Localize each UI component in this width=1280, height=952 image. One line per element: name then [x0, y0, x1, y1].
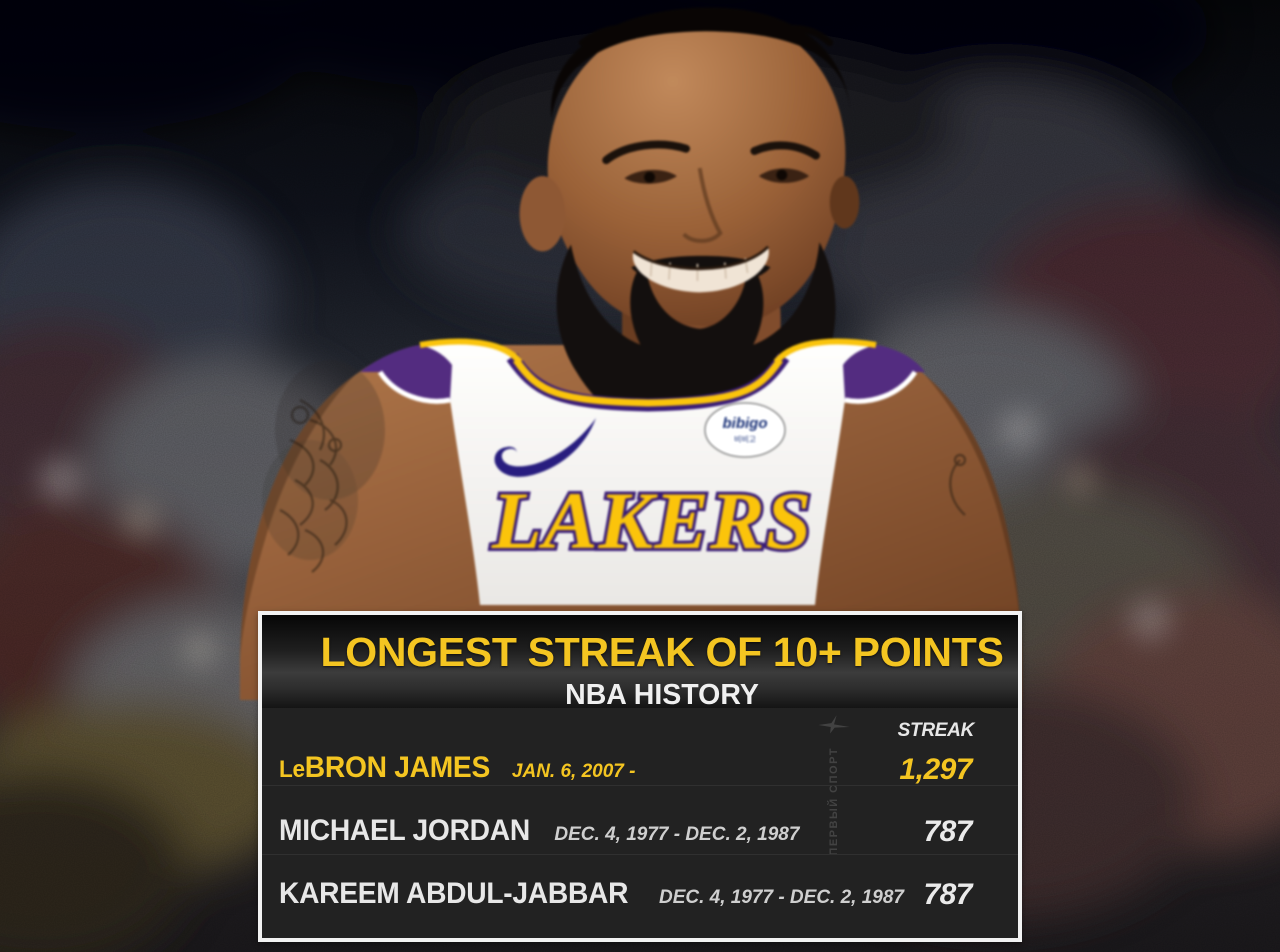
svg-text:bibigo: bibigo: [723, 415, 768, 432]
svg-text:LAKERS: LAKERS: [491, 475, 812, 566]
svg-text:비비고: 비비고: [734, 435, 756, 444]
